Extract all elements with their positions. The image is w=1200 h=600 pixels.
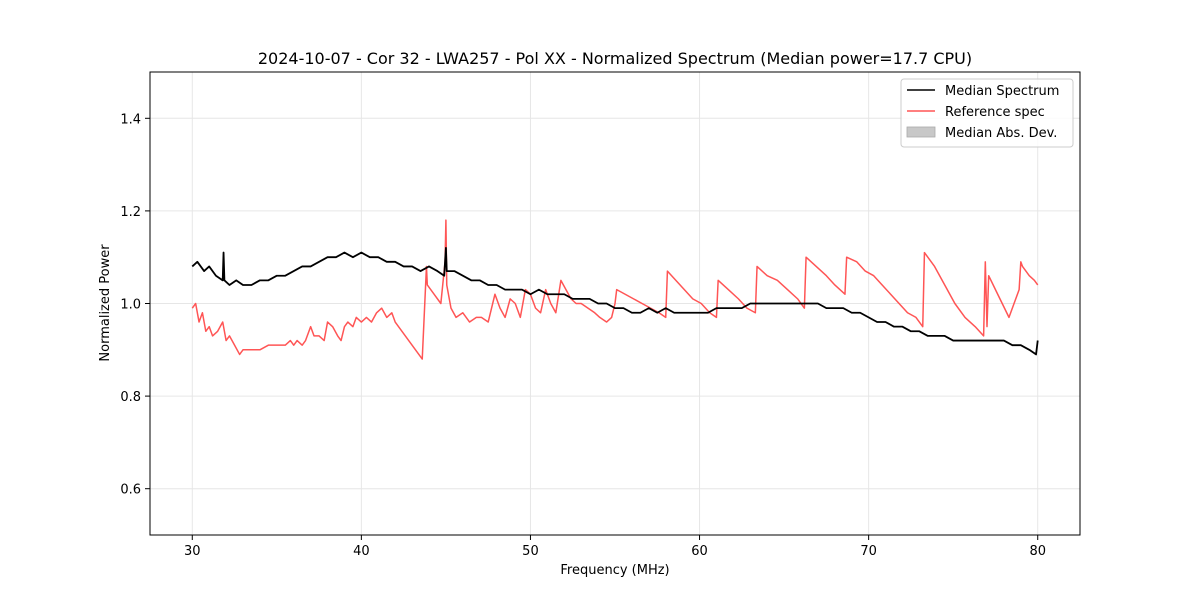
legend: Median Spectrum Reference spec Median Ab… [900,78,1074,148]
legend-reference-spec-label: Reference spec [945,105,1045,120]
legend-box [900,78,1074,148]
y-axis-ticks: 0.6 0.8 1.0 1.2 1.4 [120,112,150,498]
legend-median-spectrum-label: Median Spectrum [945,84,1059,99]
x-tick-label: 40 [353,544,370,559]
series-lines [191,219,1039,360]
y-tick-label: 1.0 [120,298,141,313]
y-axis-label: Normalized Power [98,244,113,362]
y-tick-label: 0.6 [120,483,141,498]
y-tick-label: 0.8 [120,390,141,405]
legend-mad-label: Median Abs. Dev. [945,126,1057,141]
x-axis-ticks: 30 40 50 60 70 80 [184,535,1046,559]
x-tick-label: 30 [184,544,201,559]
series-line-reference-spec [191,219,1039,360]
x-axis-label: Frequency (MHz) [560,563,669,578]
y-tick-label: 1.2 [120,205,141,220]
x-tick-label: 70 [860,544,877,559]
legend-mad-swatch [906,126,936,138]
x-tick-label: 80 [1029,544,1046,559]
y-tick-label: 1.4 [120,112,141,127]
x-tick-label: 60 [691,544,708,559]
chart-title: 2024-10-07 - Cor 32 - LWA257 - Pol XX - … [258,49,972,68]
series-line-median-spectrum [191,247,1039,356]
x-tick-label: 50 [522,544,539,559]
